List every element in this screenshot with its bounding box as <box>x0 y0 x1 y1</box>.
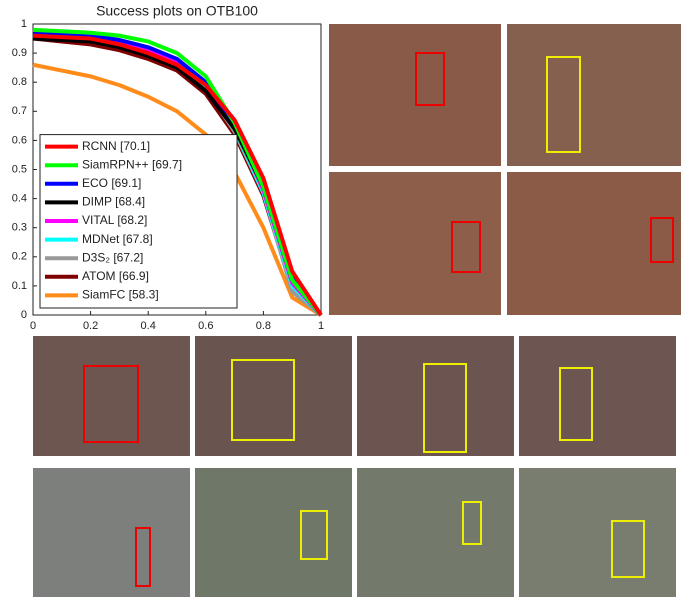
photo <box>507 172 681 315</box>
photo <box>519 336 676 456</box>
x-tick-label: 0.2 <box>83 320 98 332</box>
x-tick-label: 0 <box>30 320 36 332</box>
x-tick-label: 1 <box>318 320 324 332</box>
photo <box>195 468 352 597</box>
chart-title: Success plots on OTB100 <box>96 3 258 19</box>
track-box <box>423 363 467 453</box>
track-box <box>462 501 482 545</box>
track-box <box>231 359 295 441</box>
track-box <box>546 56 581 153</box>
photo <box>329 172 501 315</box>
track-box <box>135 527 151 587</box>
photo <box>519 468 676 597</box>
photo <box>195 336 352 456</box>
track-box <box>650 217 674 263</box>
photo <box>357 336 514 456</box>
photo <box>357 468 514 597</box>
photos <box>33 24 681 597</box>
legend-label: D3S₂ [67.2] <box>82 250 143 264</box>
photo <box>507 24 681 166</box>
y-tick-label: 0.3 <box>12 222 27 234</box>
legend-label: DIMP [68.4] <box>82 195 145 209</box>
y-tick-label: 0 <box>21 309 27 321</box>
y-tick-label: 0.9 <box>12 47 27 59</box>
legend-label: SiamFC [58.3] <box>82 288 159 302</box>
track-box <box>415 52 445 106</box>
track-box <box>611 520 645 578</box>
photo <box>33 336 190 456</box>
legend-label: MDNet [67.8] <box>82 232 153 246</box>
y-tick-label: 0.6 <box>12 134 27 146</box>
x-tick-label: 0.6 <box>198 320 213 332</box>
legend-label: SiamRPN++ [69.7] <box>82 157 182 171</box>
legend-label: RCNN [70.1] <box>82 139 150 153</box>
series-line <box>32 62 323 317</box>
track-box <box>300 510 328 560</box>
series-line <box>32 27 323 317</box>
y-tick-label: 0.5 <box>12 163 27 175</box>
x-tick-label: 0.8 <box>256 320 271 332</box>
y-tick-label: 1 <box>21 18 27 30</box>
legend-label: ECO [69.1] <box>82 176 141 190</box>
series-line <box>32 33 323 317</box>
track-box <box>451 221 481 273</box>
y-tick-label: 0.7 <box>12 105 27 117</box>
legend-label: VITAL [68.2] <box>82 213 147 227</box>
track-box <box>83 365 139 443</box>
y-tick-label: 0.4 <box>12 193 27 205</box>
y-tick-label: 0.2 <box>12 251 27 263</box>
legend-label: ATOM [66.9] <box>82 269 149 283</box>
track-box <box>559 367 593 441</box>
y-tick-label: 0.8 <box>12 76 27 88</box>
y-tick-label: 0.1 <box>12 280 27 292</box>
photo <box>33 468 190 597</box>
x-tick-label: 0.4 <box>141 320 156 332</box>
